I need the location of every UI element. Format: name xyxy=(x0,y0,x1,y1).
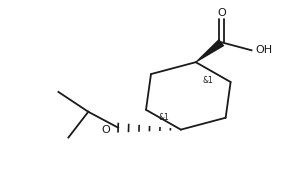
Text: &1: &1 xyxy=(159,113,170,122)
Polygon shape xyxy=(195,39,225,63)
Text: O: O xyxy=(102,125,110,135)
Text: OH: OH xyxy=(255,45,273,55)
Text: O: O xyxy=(217,8,226,18)
Text: &1: &1 xyxy=(203,76,214,85)
